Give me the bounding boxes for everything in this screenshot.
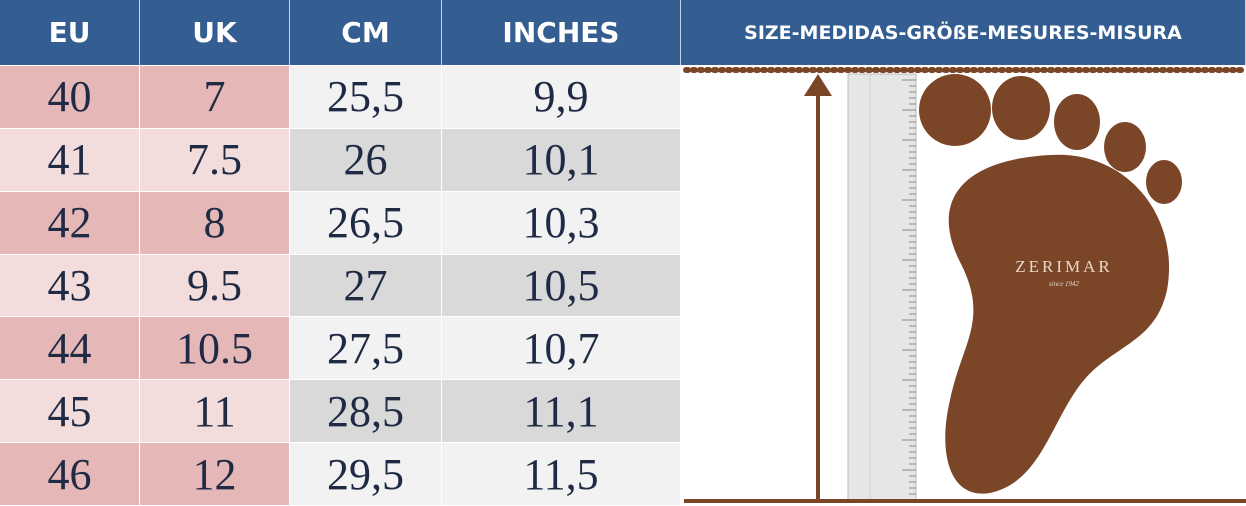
table-cell: 41: [0, 128, 140, 192]
column-header: EU: [0, 0, 140, 66]
table-cell: 9.5: [140, 254, 290, 318]
table-cell: 26: [290, 128, 442, 192]
table-cell: 25,5: [290, 66, 442, 129]
sole: [945, 154, 1170, 494]
panel-title: SIZE-MEDIDAS-GRÖßE-MESURES-MISURA: [681, 0, 1246, 66]
table-cell: 9,9: [442, 66, 681, 129]
table-cell: 44: [0, 317, 140, 381]
ruler-ticks: [902, 79, 916, 495]
table-cell: 29,5: [290, 443, 442, 506]
table-cell: 10,7: [442, 317, 681, 381]
column-header: CM: [290, 0, 442, 66]
table-cell: 28,5: [290, 380, 442, 444]
arrow-head: [804, 74, 832, 96]
table-cell: 26,5: [290, 191, 442, 255]
table-cell: 27: [290, 254, 442, 318]
table-cell: 11,1: [442, 380, 681, 444]
table-cell: 7: [140, 66, 290, 129]
table-cell: 10,1: [442, 128, 681, 192]
table-cell: 45: [0, 380, 140, 444]
table-cell: 11,5: [442, 443, 681, 506]
table-cell: 10,5: [442, 254, 681, 318]
column-header: UK: [140, 0, 290, 66]
table-cell: 40: [0, 66, 140, 129]
toes: [919, 74, 1182, 204]
table-cell: 10.5: [140, 317, 290, 381]
table-cell: 8: [140, 191, 290, 255]
table-cell: 11: [140, 380, 290, 444]
tagline: since 1942: [1049, 280, 1080, 288]
table-cell: 42: [0, 191, 140, 255]
table-cell: 12: [140, 443, 290, 506]
column-header: INCHES: [442, 0, 681, 66]
table-cell: 10,3: [442, 191, 681, 255]
table-cell: 27,5: [290, 317, 442, 381]
table-cell: 7.5: [140, 128, 290, 192]
brand: ZERIMAR: [1015, 257, 1113, 276]
table-cell: 46: [0, 443, 140, 506]
ruler: [847, 73, 917, 501]
table-cell: 43: [0, 254, 140, 318]
